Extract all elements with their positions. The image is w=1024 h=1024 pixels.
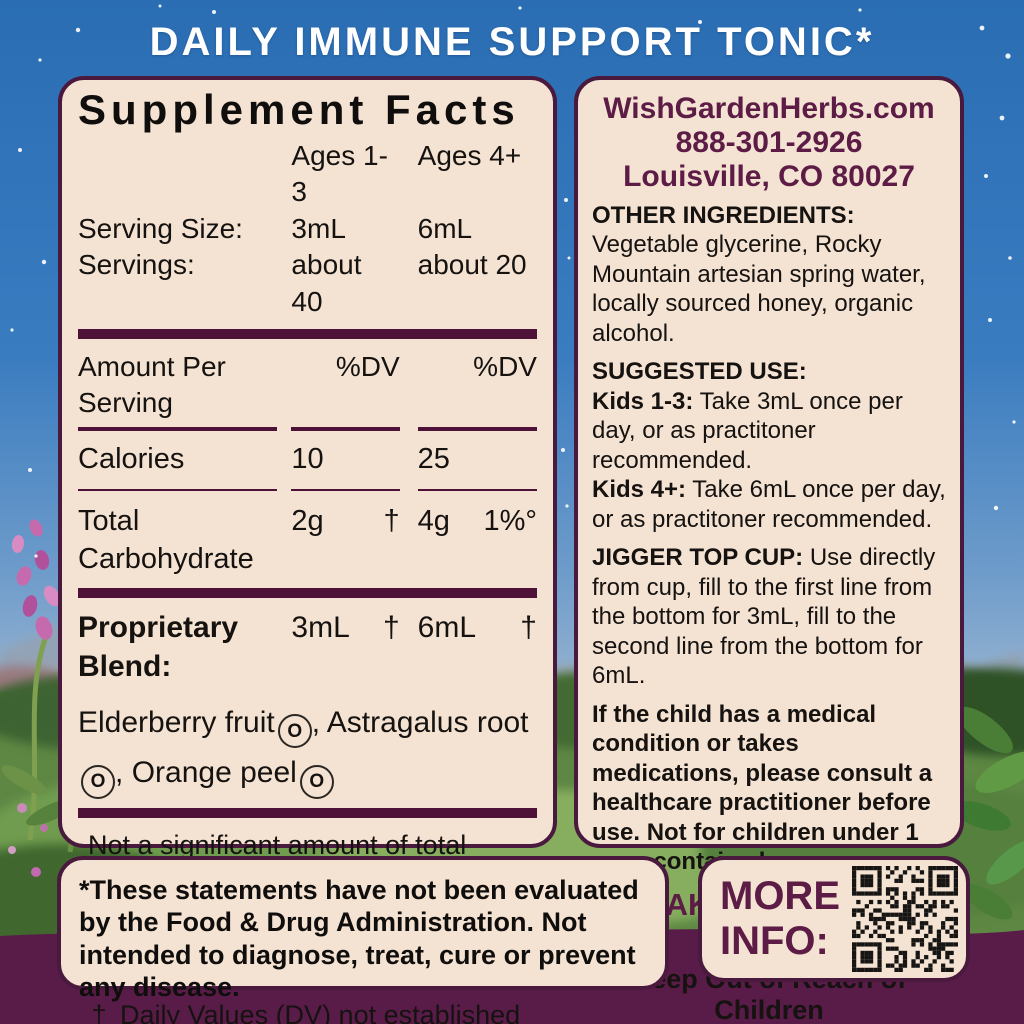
more-info-panel: MORE INFO: xyxy=(698,856,970,982)
servings-ages-4plus: about 20 xyxy=(417,249,527,281)
organic-symbol-icon: O xyxy=(277,714,312,749)
ingredient-orange-peel: Orange peel xyxy=(131,756,297,790)
carb-amount-1: 2g xyxy=(291,505,324,538)
supplement-facts-panel: Supplement Facts Ages 1-3 Ages 4+ Servin… xyxy=(58,76,557,1024)
carb-dv-1: † xyxy=(383,505,400,538)
contact-heading: WishGardenHerbs.com 888-301-2926 Louisvi… xyxy=(592,92,946,195)
amount-per-serving-row: Amount Per Serving %DV %DV xyxy=(78,349,537,431)
info-panel: WishGardenHerbs.com 888-301-2926 Louisvi… xyxy=(574,76,964,1024)
blend-amount-1: 3mL xyxy=(291,610,350,644)
kids-4plus-lead: Kids 4+: xyxy=(592,476,687,504)
col-header-ages-1-3: Ages 1-3 xyxy=(291,140,388,208)
organic-symbol-icon: O xyxy=(299,764,334,799)
total-carbohydrate-label: Total Carbohydrate xyxy=(78,505,254,576)
medical-warning: If the child has a medical condition or … xyxy=(592,700,933,876)
servings-ages-1-3: about 40 xyxy=(291,249,362,317)
dv-header-1: %DV xyxy=(291,349,400,431)
thick-divider-bar xyxy=(78,587,537,598)
jigger-top-cup: JIGGER TOP CUP: Use directly from cup, f… xyxy=(592,544,936,690)
carb-amount-2: 4g xyxy=(417,505,450,538)
dv-header-2: %DV xyxy=(417,349,537,431)
calories-row: Calories 10 25 xyxy=(78,441,537,492)
calories-ages-4plus: 25 xyxy=(417,441,537,492)
proprietary-blend-row: Proprietary Blend: 3mL † 6mL † xyxy=(78,608,537,686)
supplement-facts-title: Supplement Facts xyxy=(78,86,520,133)
servings-row: Servings: about 40 about 20 xyxy=(78,247,537,320)
proprietary-blend-label: Proprietary Blend: xyxy=(78,610,239,683)
kids-1-3-text: Take 3mL once per day, or as practitoner… xyxy=(592,387,903,474)
suggested-use-heading: SUGGESTED USE: Kids 1-3: Take 3mL once p… xyxy=(592,358,946,533)
calories-ages-1-3: 10 xyxy=(291,441,400,492)
serving-size-row: Serving Size: 3mL 6mL xyxy=(78,211,537,247)
organic-symbol-icon: O xyxy=(81,764,115,799)
kids-4plus-text: Take 6mL once per day, or as practitoner… xyxy=(592,476,946,533)
servings-label: Servings: xyxy=(78,249,195,281)
amount-per-serving-label: Amount Per Serving xyxy=(78,349,278,431)
phone-number: 888-301-2926 xyxy=(675,126,863,160)
blend-ingredients: Elderberry fruit O, Astragalus rootO, Ora… xyxy=(78,698,537,799)
blend-amount-2: 6mL xyxy=(417,610,476,644)
qr-code-icon xyxy=(852,866,958,972)
banner: DAILY IMMUNE SUPPORT TONIC* xyxy=(0,16,1024,68)
thick-divider-bar xyxy=(78,807,537,818)
calories-label: Calories xyxy=(78,441,278,492)
age-columns-header-row: Ages 1-3 Ages 4+ xyxy=(78,138,537,211)
total-carbohydrate-row: Total Carbohydrate 2g † 4g 1%° xyxy=(78,503,537,578)
serving-size-ages-4plus: 6mL xyxy=(417,212,473,244)
address: Louisville, CO 80027 xyxy=(623,160,915,194)
serving-size-label: Serving Size: xyxy=(78,212,243,244)
footnote-dv-not-established: † Daily Values (DV) not established xyxy=(78,998,537,1024)
blend-dv-2: † xyxy=(520,610,537,644)
carb-dv-2: 1%° xyxy=(483,505,537,538)
col-header-ages-4plus: Ages 4+ xyxy=(417,140,522,171)
dagger-footnote-symbol: † xyxy=(91,1000,107,1024)
fda-disclaimer-panel: *These statements have not been evaluate… xyxy=(57,856,669,1002)
website: WishGardenHerbs.com xyxy=(603,92,935,125)
kids-1-3-lead: Kids 1-3: xyxy=(592,387,694,415)
ingredient-elderberry: Elderberry fruit xyxy=(78,705,275,739)
other-ingredients: OTHER INGREDIENTS: Vegetable glycerine, … xyxy=(592,201,926,347)
blend-dv-1: † xyxy=(382,610,400,644)
product-title: DAILY IMMUNE SUPPORT TONIC* xyxy=(149,19,875,64)
thick-divider-bar xyxy=(78,328,537,339)
ingredient-astragalus: Astragalus root xyxy=(326,705,529,739)
more-info-label: MORE INFO: xyxy=(720,874,840,963)
fda-disclaimer-text: *These statements have not been evaluate… xyxy=(79,875,639,1003)
serving-size-ages-1-3: 3mL xyxy=(291,212,346,244)
